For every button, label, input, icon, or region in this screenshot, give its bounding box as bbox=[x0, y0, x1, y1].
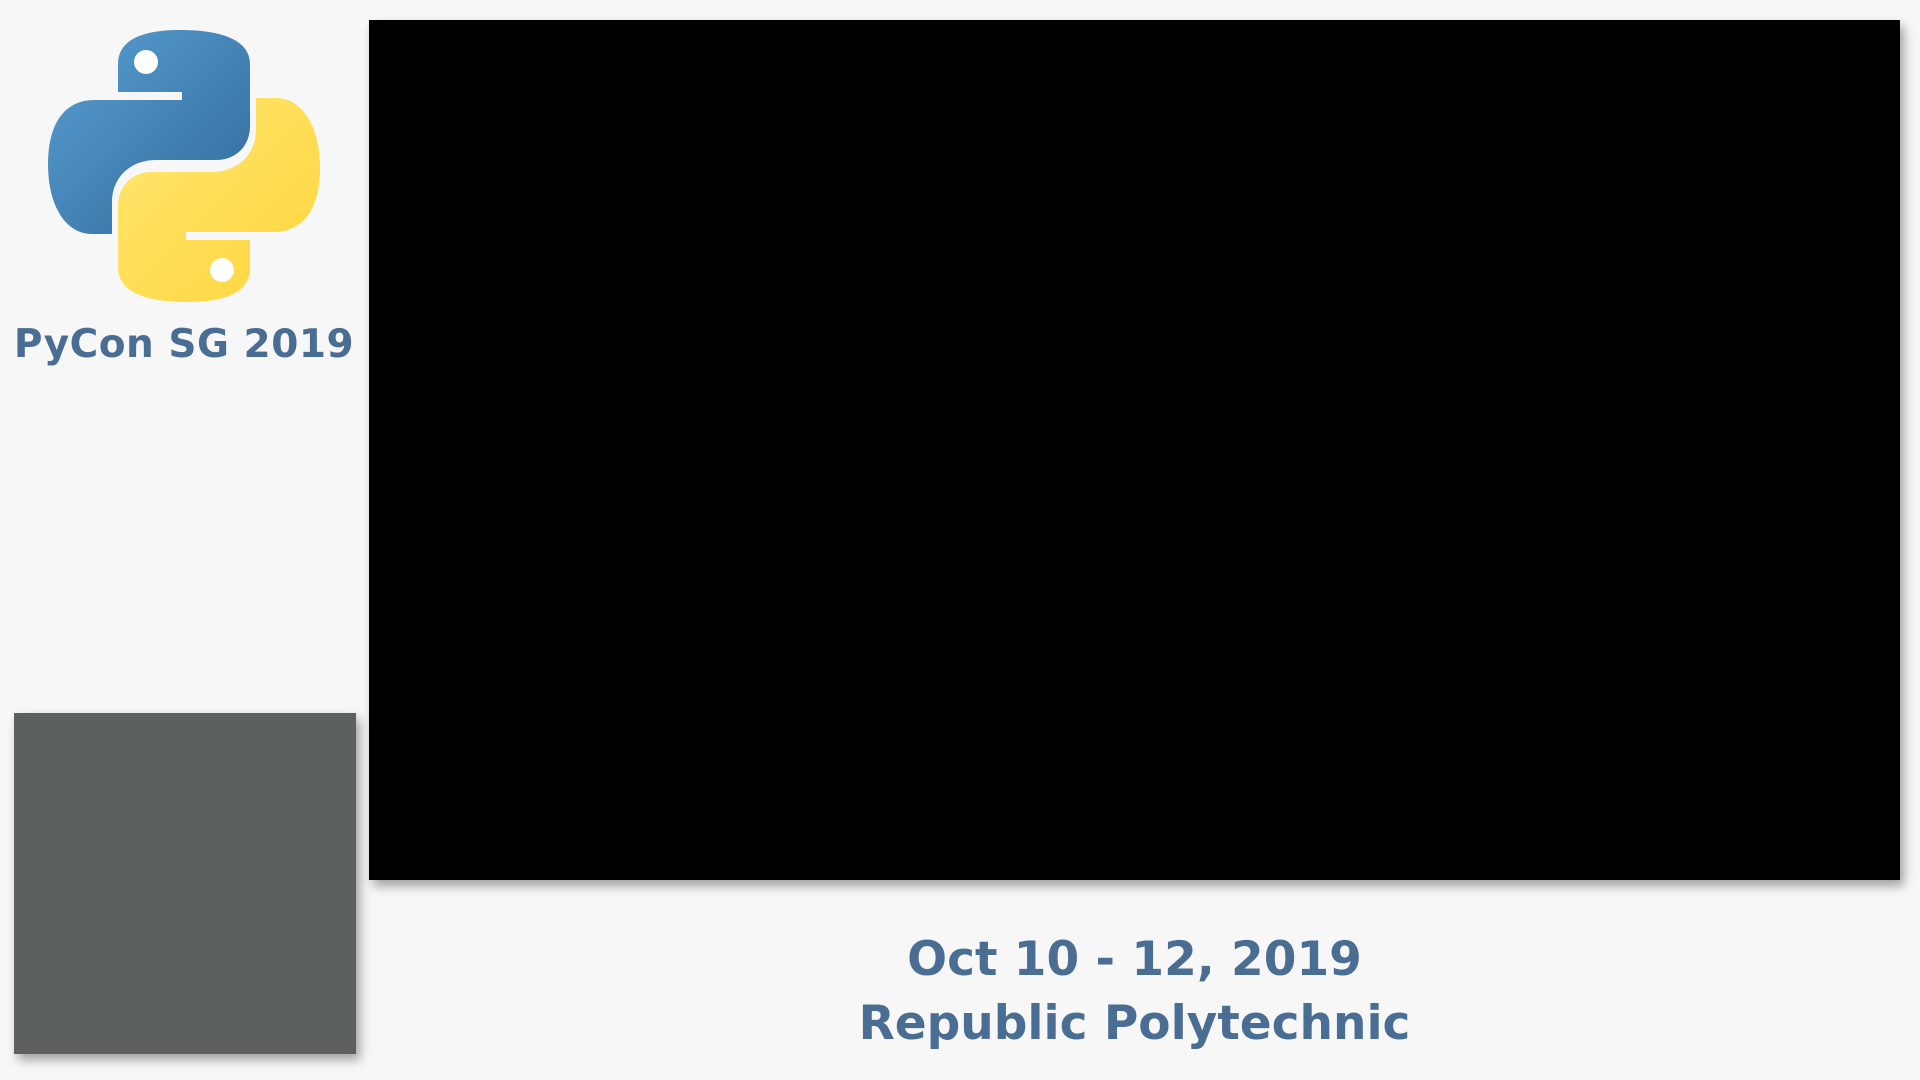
event-venue: Republic Polytechnic bbox=[858, 996, 1411, 1051]
event-dates: Oct 10 - 12, 2019 bbox=[907, 932, 1362, 987]
main-video-feed bbox=[369, 20, 1900, 880]
conference-name: PyCon SG 2019 bbox=[13, 322, 355, 367]
event-info: Oct 10 - 12, 2019 Republic Polytechnic bbox=[369, 928, 1900, 1056]
camera-feed bbox=[14, 713, 356, 1054]
python-logo-icon bbox=[46, 28, 322, 304]
